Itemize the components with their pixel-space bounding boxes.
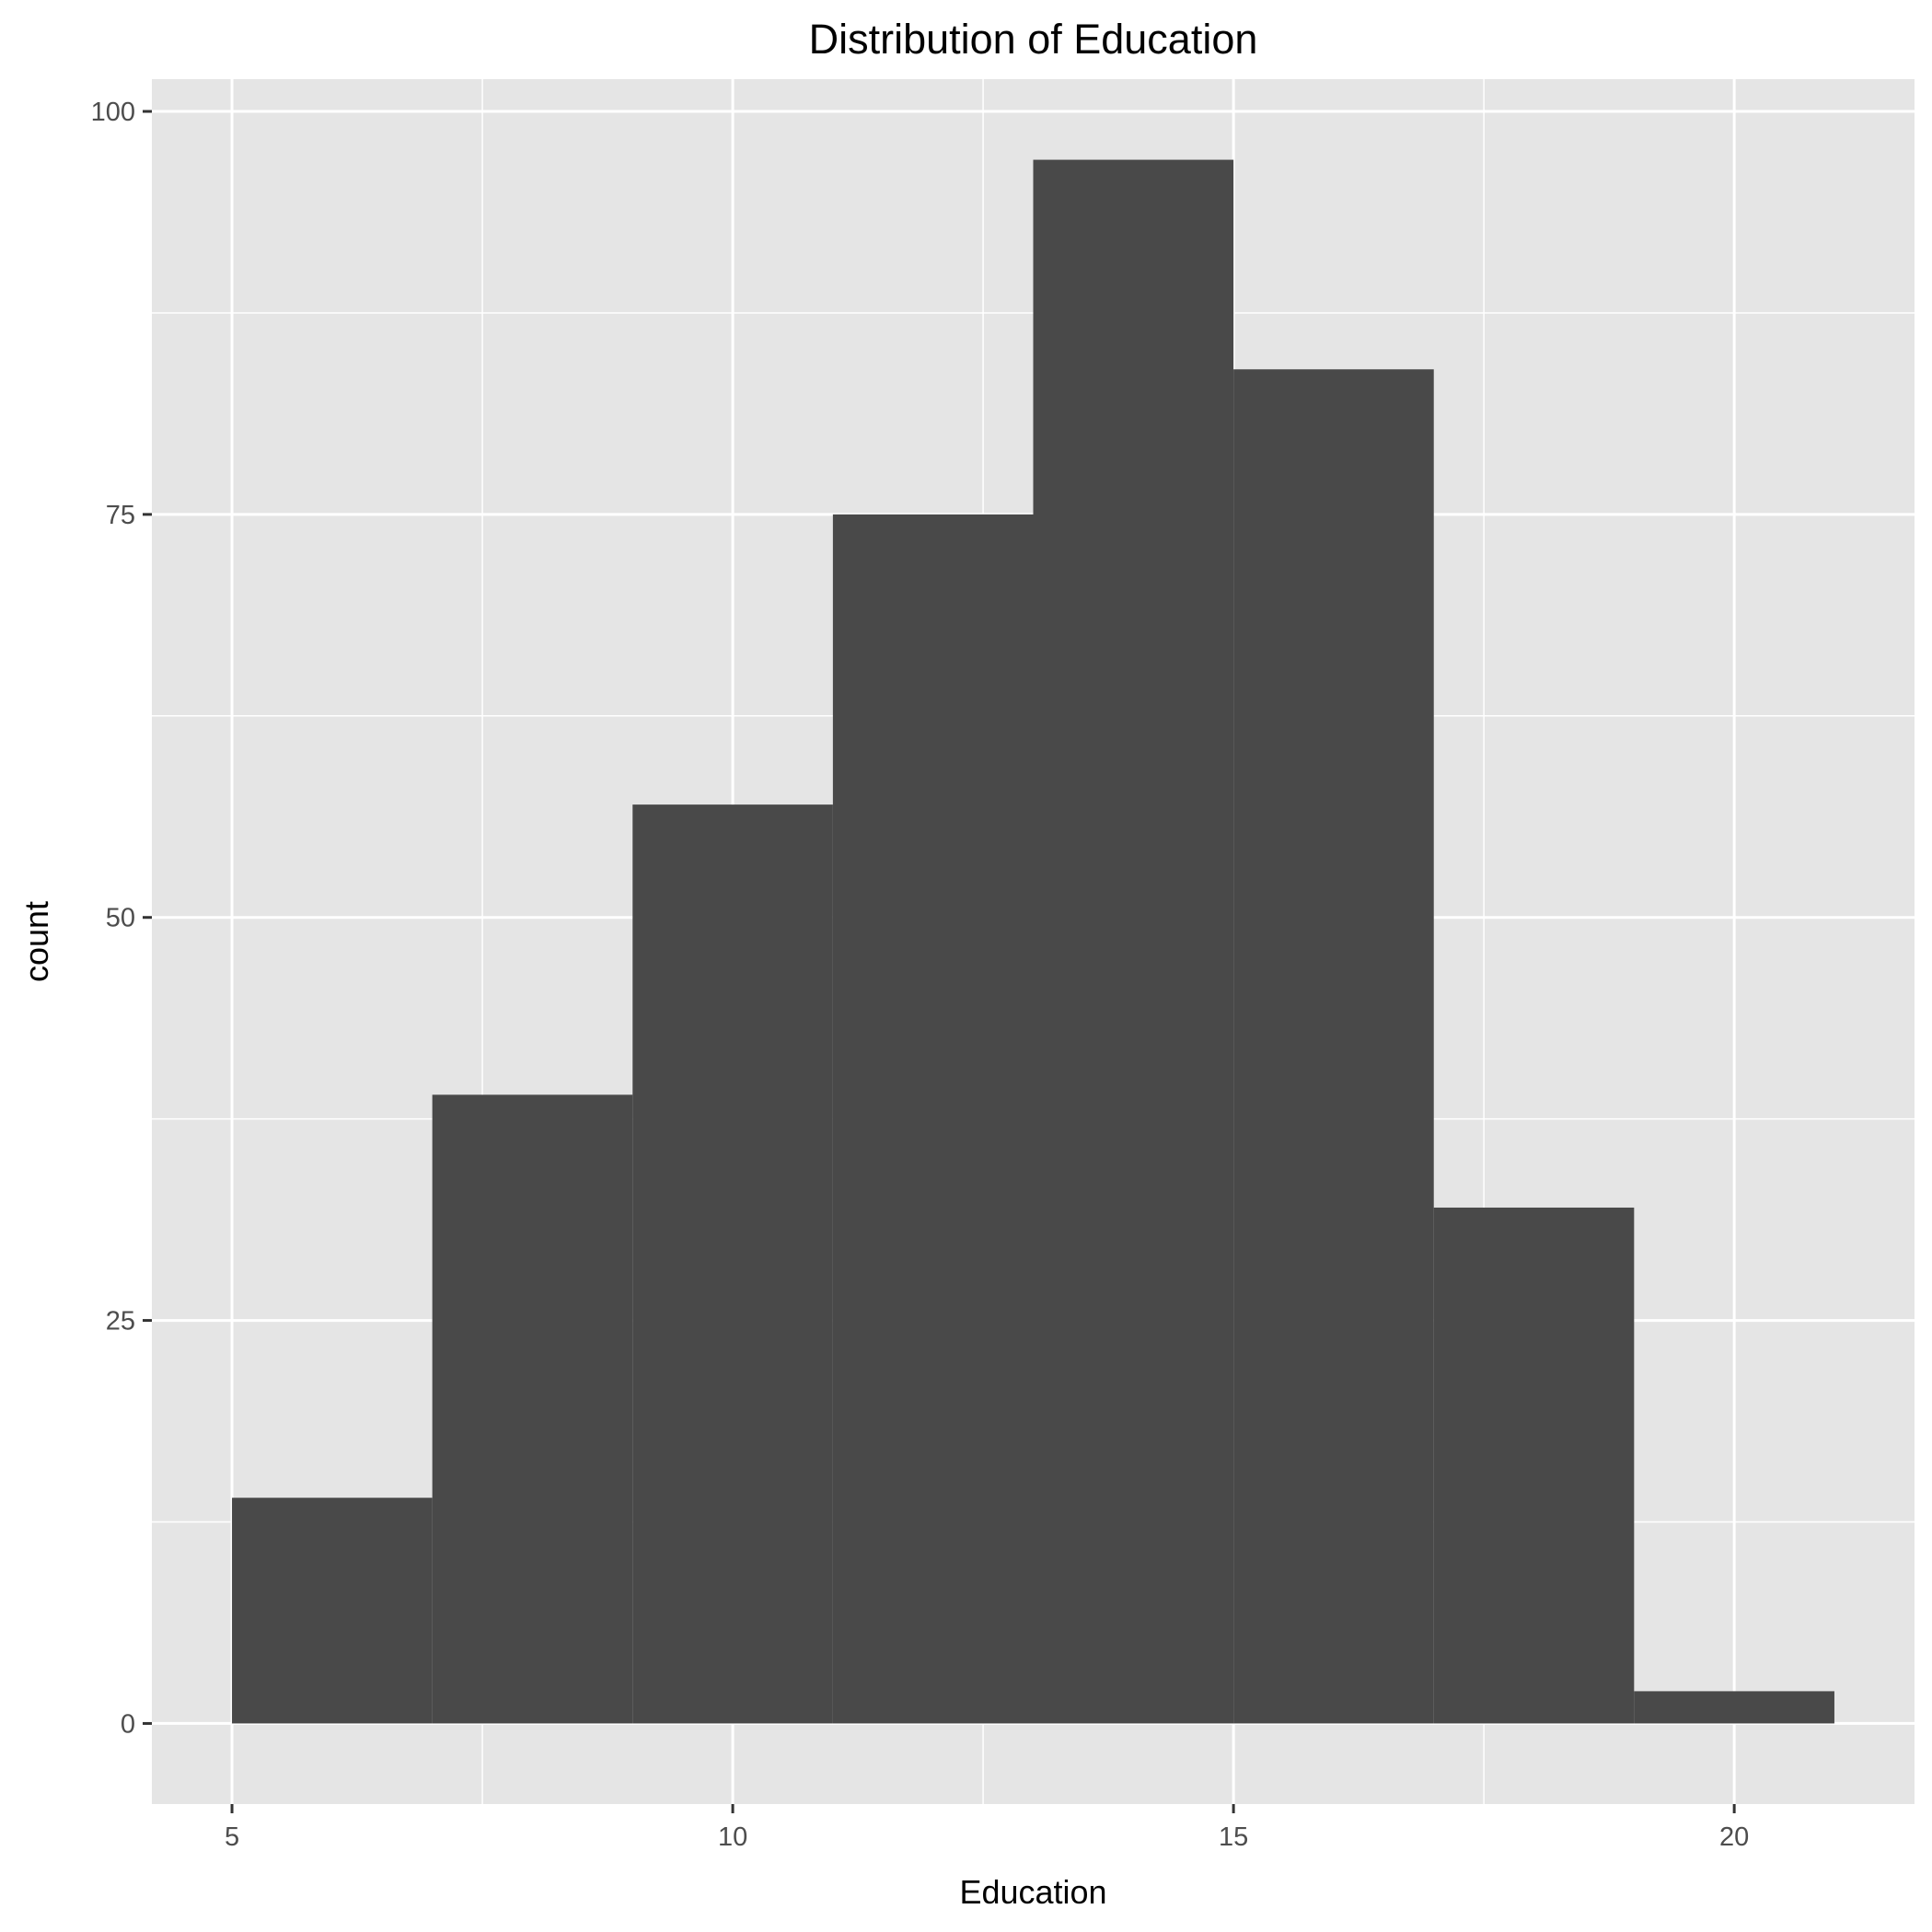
histogram-bar [1634,1691,1834,1724]
histogram-bar [632,804,833,1724]
histogram-bar [232,1498,433,1724]
y-tick-label: 25 [106,1307,135,1336]
chart-title: Distribution of Education [809,16,1258,63]
histogram-bar [432,1094,633,1724]
histogram-bar [1033,159,1234,1724]
histogram-bar [1233,369,1434,1724]
y-tick-label: 0 [121,1709,135,1739]
x-tick-label: 10 [718,1822,747,1852]
y-axis: 0 25 50 75 100 [91,98,152,1739]
y-tick-label: 75 [106,501,135,530]
x-tick-label: 15 [1219,1822,1248,1852]
y-axis-title: count [17,901,55,982]
y-tick-label: 50 [106,904,135,933]
histogram-bar [832,514,1034,1724]
x-tick-label: 20 [1719,1822,1749,1852]
y-tick-label: 100 [91,98,135,127]
x-axis: 5 10 15 20 [225,1804,1749,1852]
x-tick-label: 5 [225,1822,239,1852]
histogram-bar [1433,1207,1635,1724]
x-axis-title: Education [959,1873,1106,1911]
histogram-bars [232,159,1834,1724]
